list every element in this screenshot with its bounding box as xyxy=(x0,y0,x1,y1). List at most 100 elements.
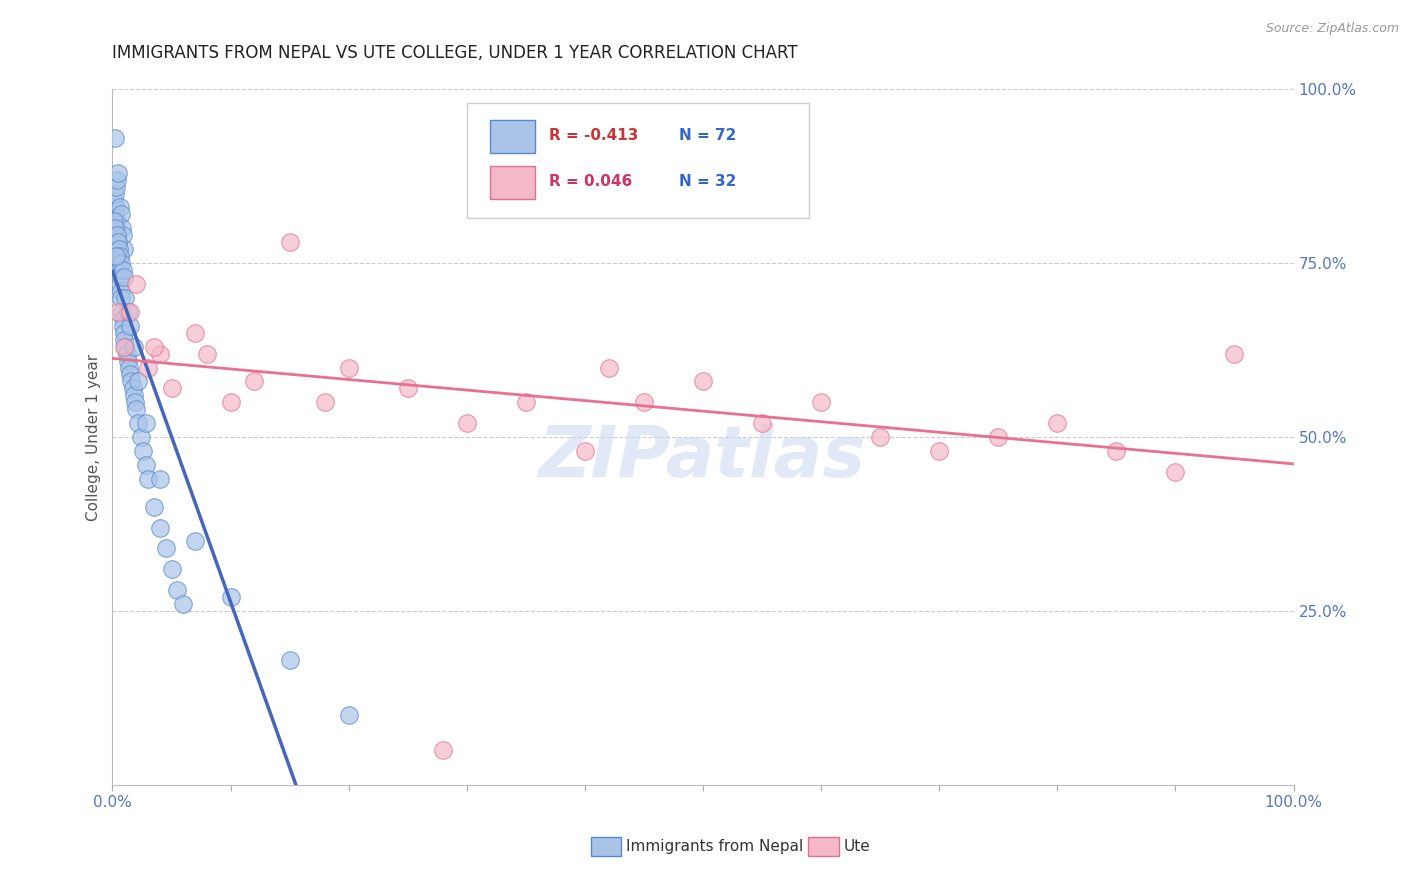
Point xyxy=(135,458,157,472)
Point xyxy=(243,375,266,389)
Point xyxy=(112,340,135,354)
Text: Ute: Ute xyxy=(844,839,870,854)
Point xyxy=(114,340,136,354)
Point xyxy=(987,430,1010,444)
Point xyxy=(574,444,596,458)
Point xyxy=(160,381,183,395)
Point xyxy=(112,270,135,285)
Point xyxy=(114,291,136,305)
Point xyxy=(598,360,620,375)
Point xyxy=(104,186,127,201)
Point xyxy=(108,277,131,291)
Bar xyxy=(491,120,536,153)
Point xyxy=(136,360,159,375)
Point xyxy=(105,172,128,186)
Point xyxy=(337,360,360,375)
Point xyxy=(112,228,135,243)
Text: Source: ZipAtlas.com: Source: ZipAtlas.com xyxy=(1265,22,1399,36)
Point xyxy=(314,395,336,409)
Point xyxy=(127,375,149,389)
Text: N = 72: N = 72 xyxy=(679,128,737,144)
Text: IMMIGRANTS FROM NEPAL VS UTE COLLEGE, UNDER 1 YEAR CORRELATION CHART: IMMIGRANTS FROM NEPAL VS UTE COLLEGE, UN… xyxy=(112,45,799,62)
Point xyxy=(120,318,142,333)
Point xyxy=(111,305,134,319)
Point xyxy=(120,368,142,382)
Point xyxy=(633,395,655,409)
Point xyxy=(166,583,188,598)
Point xyxy=(125,277,148,291)
Point xyxy=(456,416,478,430)
FancyBboxPatch shape xyxy=(467,103,810,218)
Point xyxy=(432,743,454,757)
Point xyxy=(120,305,142,319)
Point xyxy=(1164,465,1187,479)
Point xyxy=(337,708,360,723)
Point xyxy=(108,270,131,285)
Point xyxy=(135,416,157,430)
Bar xyxy=(491,166,536,199)
Point xyxy=(869,430,891,444)
Point xyxy=(142,500,165,514)
Point xyxy=(1046,416,1069,430)
Point xyxy=(107,235,129,250)
Text: ZIPatlas: ZIPatlas xyxy=(540,424,866,492)
Point xyxy=(121,381,143,395)
Point xyxy=(108,242,131,256)
Point xyxy=(115,346,138,360)
Point xyxy=(118,360,141,375)
Point xyxy=(105,242,128,256)
Point xyxy=(132,444,155,458)
Text: R = 0.046: R = 0.046 xyxy=(550,174,633,189)
Point xyxy=(172,597,194,611)
Point xyxy=(110,207,132,221)
Point xyxy=(110,291,132,305)
Point xyxy=(104,228,127,243)
Point xyxy=(155,541,177,556)
Point xyxy=(278,235,301,250)
Point xyxy=(112,242,135,256)
Point xyxy=(125,402,148,417)
Point xyxy=(195,346,218,360)
Point xyxy=(127,416,149,430)
Point xyxy=(108,201,131,215)
Point xyxy=(928,444,950,458)
Point xyxy=(112,326,135,340)
Point xyxy=(105,249,128,263)
Point xyxy=(149,472,172,486)
Point xyxy=(103,235,125,250)
Point xyxy=(122,388,145,402)
Text: R = -0.413: R = -0.413 xyxy=(550,128,638,144)
Point xyxy=(184,326,207,340)
Point xyxy=(219,395,242,409)
Point xyxy=(103,214,125,228)
Point xyxy=(810,395,832,409)
Point xyxy=(124,395,146,409)
Point xyxy=(111,221,134,235)
Point xyxy=(122,340,145,354)
Point xyxy=(105,179,128,194)
Point xyxy=(136,472,159,486)
Point xyxy=(104,221,127,235)
Point xyxy=(107,256,129,270)
Point xyxy=(107,305,129,319)
Point xyxy=(111,311,134,326)
Point xyxy=(117,305,139,319)
Point xyxy=(103,194,125,208)
Text: N = 32: N = 32 xyxy=(679,174,737,189)
Point xyxy=(515,395,537,409)
Point xyxy=(108,263,131,277)
Point xyxy=(129,430,152,444)
Point xyxy=(120,375,142,389)
Point xyxy=(105,214,128,228)
Point xyxy=(149,520,172,534)
Point xyxy=(103,221,125,235)
Point xyxy=(396,381,419,395)
Point xyxy=(117,353,139,368)
Point xyxy=(160,562,183,576)
Point xyxy=(105,201,128,215)
Point xyxy=(112,333,135,347)
Text: Immigrants from Nepal: Immigrants from Nepal xyxy=(626,839,803,854)
Point xyxy=(112,318,135,333)
Point xyxy=(751,416,773,430)
Y-axis label: College, Under 1 year: College, Under 1 year xyxy=(86,353,101,521)
